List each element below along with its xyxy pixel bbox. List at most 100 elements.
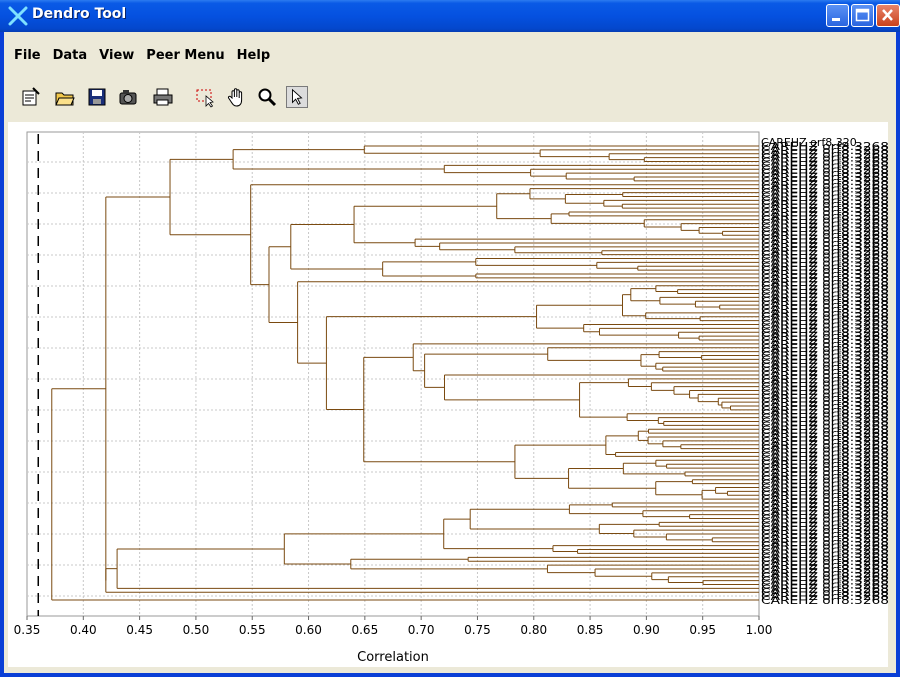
leaf-label: CAREHZ orf8.3268: [761, 330, 888, 343]
minimize-icon: [832, 18, 840, 21]
leaf-label: CAREHZ orf8.3268: [761, 272, 888, 285]
leaf-label: CAREHZ orf8.3268: [761, 594, 888, 607]
leaf-label: CAREHZ orf8.3268: [761, 485, 888, 498]
leaf-label: CAREHZ orf8.3268: [761, 369, 888, 382]
leaf-label: CAREHZ orf8.3268: [761, 427, 888, 440]
leaf-label: CAREHZ orf8.3268: [761, 447, 888, 460]
pointer-arrow-icon[interactable]: [286, 86, 308, 108]
leaf-label: CAREHZ orf8.3268: [761, 454, 888, 467]
leaf-label: CAREHZ orf8.3268: [761, 516, 888, 529]
leaf-label: CAREHZ orf8.3268: [761, 509, 888, 522]
app-logo-icon: [8, 6, 28, 26]
menu-peer-menu[interactable]: Peer Menu: [146, 48, 225, 63]
leaf-label: CAREHZ orf8.3268: [761, 567, 888, 580]
leaf-label: CAREHZ orf8.3268: [761, 245, 888, 258]
leaf-label: CAREHZ orf8.3268: [761, 586, 888, 599]
dendrogram-panel: CAREHZ orf8.3268 CAREHZ orf8.3268 CAREHZ o…: [8, 122, 889, 667]
close-button[interactable]: [876, 4, 900, 27]
leaf-label: CAREHZ orf8.3268: [761, 179, 888, 192]
leaf-label: CAREHZ orf8.3268: [761, 210, 888, 223]
x-tick-label: 0.90: [633, 623, 660, 637]
title-bar[interactable]: Dendro Tool: [0, 0, 900, 32]
leaf-label: CAREHZ orf8.3268: [761, 295, 888, 308]
leaf-label: CAREHZ orf8.3268: [761, 152, 888, 165]
leaf-label: CAREHZ orf8.3268: [761, 198, 888, 211]
leaf-label: CAREHZ orf8.3268: [761, 384, 888, 397]
leaf-label: CAREHZ orf8.3268: [761, 559, 888, 572]
menu-help[interactable]: Help: [236, 48, 271, 63]
menu-file[interactable]: File: [14, 48, 41, 63]
leaf-label: CAREHZ orf8.3268: [761, 408, 888, 421]
leaf-label: CAREHZ orf8.3268: [761, 501, 888, 514]
dendrogram-branches: [51, 145, 759, 601]
window-title: Dendro Tool: [32, 6, 127, 22]
leaf-label: CAREHZ orf8.3268: [761, 144, 888, 157]
leaf-label: CAREHZ orf8.3268: [761, 318, 888, 331]
zoom-magnifier-icon[interactable]: [256, 86, 278, 108]
save-disk-icon[interactable]: [86, 86, 108, 108]
pan-hand-icon[interactable]: [226, 86, 248, 108]
menu-bar: File Data View Peer Menu Help: [4, 44, 884, 64]
leaf-label: CAREHZ orf8.3268: [761, 221, 888, 234]
x-tick-label: 0.35: [14, 623, 41, 637]
leaf-label: CAREHZ orf8.3268: [761, 299, 888, 312]
leaf-label: CAREHZ orf8.3268: [761, 163, 888, 176]
leaf-label: CAREHZ orf8.3268: [761, 253, 888, 266]
leaf-label: CAREHZ orf8.3268: [761, 563, 888, 576]
toolbar: [14, 84, 874, 110]
leaf-label: CAREHZ orf8.3268: [761, 350, 888, 363]
leaf-label: CAREHZ orf8.3268: [761, 167, 888, 180]
leaf-label: CAREHZ orf8.3268: [761, 513, 888, 526]
leaf-label: CAREHZ orf8.3268: [761, 524, 888, 537]
leaf-label: CAREHZ orf8.3268: [761, 291, 888, 304]
leaf-label: CAREHZ orf8.3268: [761, 322, 888, 335]
leaf-label: CAREHZ orf8.3268: [761, 256, 888, 269]
leaf-label: CAREHZ orf8.3268: [761, 520, 888, 533]
x-axis-label: Correlation: [357, 650, 429, 665]
leaf-label: CAREHZ orf8.3268: [761, 528, 888, 541]
leaf-label: CAREHZ orf8.3268: [761, 423, 888, 436]
leaf-label: CAREHZ orf8.3268: [761, 381, 888, 394]
x-tick-label: 0.75: [464, 623, 491, 637]
select-rectangle-icon[interactable]: [194, 86, 216, 108]
leaf-label: CAREHZ orf8.3268: [761, 544, 888, 557]
properties-icon[interactable]: [20, 86, 42, 108]
leaf-label: CAREHZ orf8.3268: [761, 218, 888, 231]
leaf-label: CAREHZ orf8.3268: [761, 458, 888, 471]
close-icon: [882, 9, 893, 21]
leaf-label: CAREHZ orf8.3268: [761, 214, 888, 227]
leaf-label: CAREHZ orf8.3268: [761, 416, 888, 429]
leaf-label: CAREHZ orf8.3268: [761, 249, 888, 262]
printer-icon[interactable]: [152, 86, 174, 108]
leaf-label: CAREHZ orf8.3268: [761, 431, 888, 444]
menu-data[interactable]: Data: [52, 48, 88, 63]
menu-view[interactable]: View: [99, 48, 135, 63]
leaf-label: CAREHZ orf8.3268: [761, 462, 888, 475]
x-tick-label: 1.00: [746, 623, 773, 637]
leaf-label: CAREHZ orf8.3268: [761, 582, 888, 595]
leaf-label: CAREHZ orf8.3268: [761, 470, 888, 483]
leaf-label: CAREHZ orf8.3268: [761, 311, 888, 324]
maximize-button[interactable]: [851, 4, 874, 27]
leaf-label: CAREHZ orf8.3268: [761, 326, 888, 339]
leaf-label: CAREHZ orf8.3268: [761, 342, 888, 355]
leaf-label: CAREHZ orf8.3268: [761, 388, 888, 401]
plot-area: [26, 131, 760, 617]
leaf-label: CAREHZ orf8.3268: [761, 156, 888, 169]
leaf-label: CAREHZ orf8.3268: [761, 202, 888, 215]
x-tick-label: 0.80: [520, 623, 547, 637]
leaf-label: CAREHZ orf8.3268: [761, 237, 888, 250]
leaf-label: CAREHZ orf8.3268: [761, 547, 888, 560]
leaf-label: CAREHZ orf8.3268: [761, 334, 888, 347]
leaf-label: CAREHZ orf8.3268: [761, 373, 888, 386]
open-folder-icon[interactable]: [54, 86, 76, 108]
leaf-label: CAREHZ orf8.3268: [761, 590, 888, 603]
leaf-label: CAREHZ orf8.3268: [761, 532, 888, 545]
leaf-label: CAREHZ orf8.3268: [761, 194, 888, 207]
minimize-button[interactable]: [826, 4, 849, 27]
leaf-label: CAREHZ orf8.3268: [761, 241, 888, 254]
camera-icon[interactable]: [118, 86, 140, 108]
leaf-label: CAREHZ orf8.3268: [761, 303, 888, 316]
